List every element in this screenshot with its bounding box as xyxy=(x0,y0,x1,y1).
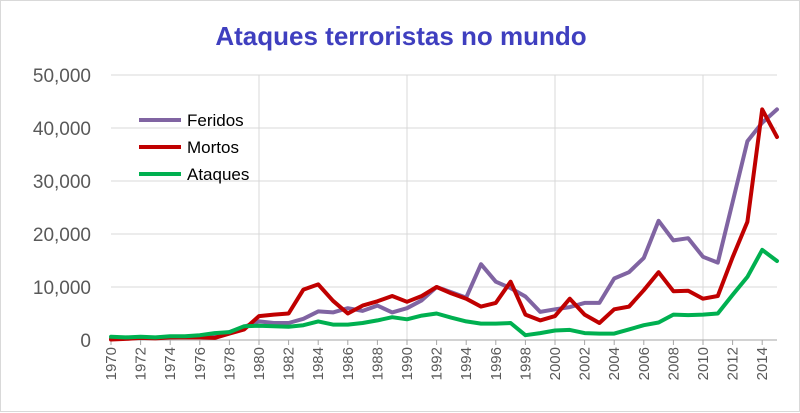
x-tick-label: 1998 xyxy=(517,347,534,380)
series-line-mortos xyxy=(109,107,779,342)
x-tick-label: 1974 xyxy=(162,347,179,380)
x-tick-label: 1978 xyxy=(221,347,238,380)
x-tick-label: 2000 xyxy=(547,347,564,380)
x-tick-label: 1988 xyxy=(369,347,386,380)
x-tick-label: 1976 xyxy=(192,347,209,380)
x-tick-label: 1982 xyxy=(281,347,298,380)
x-tick-label: 1986 xyxy=(340,347,357,380)
y-tick-label: 50,000 xyxy=(33,66,91,87)
x-axis-ticks: 1970 1972 1974 1976 1978 1980 1982 1984 1986 1988… xyxy=(103,340,771,380)
y-tick-label: 10,000 xyxy=(33,278,91,299)
y-tick-label: 30,000 xyxy=(33,172,91,193)
x-tick-label: 1970 xyxy=(103,347,120,380)
x-tick-label: 2004 xyxy=(606,347,623,380)
x-tick-label: 1980 xyxy=(251,347,268,380)
y-tick-label: 20,000 xyxy=(33,225,91,246)
x-tick-label: 1994 xyxy=(458,347,475,380)
legend-label: Mortos xyxy=(187,138,239,157)
x-tick-label: 2008 xyxy=(665,347,682,380)
x-tick-label: 1992 xyxy=(429,347,446,380)
x-tick-label: 2014 xyxy=(754,347,771,380)
x-tick-label: 2006 xyxy=(636,347,653,380)
x-tick-label: 1984 xyxy=(310,347,327,380)
legend-label: Ataques xyxy=(187,165,249,184)
series-line-ataques xyxy=(109,247,779,340)
legend: Feridos Mortos Ataques xyxy=(139,111,249,184)
x-tick-label: 1990 xyxy=(399,347,416,380)
y-tick-label: 0 xyxy=(80,331,91,352)
series-lines xyxy=(109,107,779,342)
x-tick-label: 1996 xyxy=(488,347,505,380)
x-tick-label: 2010 xyxy=(695,347,712,380)
x-tick-label: 2002 xyxy=(577,347,594,380)
chart-title: Ataques terroristas no mundo xyxy=(215,21,587,51)
gridlines xyxy=(111,74,777,341)
y-tick-label: 40,000 xyxy=(33,119,91,140)
x-tick-label: 2012 xyxy=(725,347,742,380)
y-axis-ticks: 0 10,000 20,000 30,000 40,000 50,000 xyxy=(33,66,91,352)
legend-label: Feridos xyxy=(187,111,244,130)
x-tick-label: 1972 xyxy=(133,347,150,380)
